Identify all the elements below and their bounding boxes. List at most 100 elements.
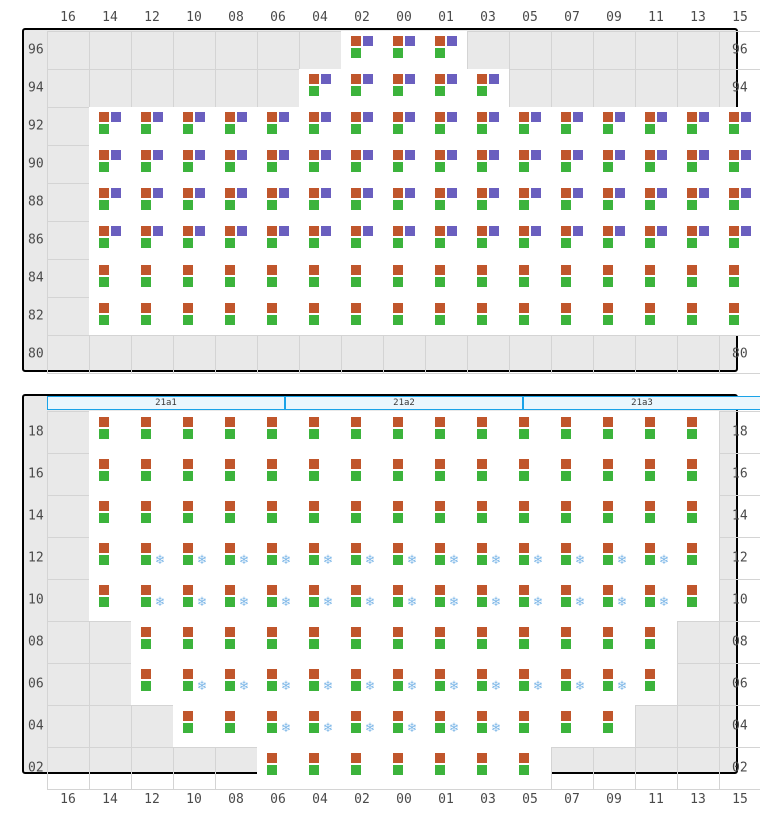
slot-cell[interactable]: ❄ (341, 537, 383, 579)
slot-cell[interactable] (299, 107, 341, 145)
slot-cell[interactable] (341, 495, 383, 537)
slot-cell[interactable] (467, 297, 509, 335)
slot-cell[interactable]: ❄ (425, 537, 467, 579)
slot-cell[interactable] (467, 69, 509, 107)
slot-cell[interactable] (89, 297, 131, 335)
slot-cell[interactable] (719, 145, 760, 183)
slot-cell[interactable]: ❄ (425, 663, 467, 705)
slot-cell[interactable] (131, 221, 173, 259)
slot-cell[interactable] (215, 145, 257, 183)
slot-cell[interactable]: ❄ (551, 663, 593, 705)
slot-cell[interactable] (635, 663, 677, 705)
slot-cell[interactable] (383, 297, 425, 335)
slot-cell[interactable] (341, 107, 383, 145)
slot-cell[interactable] (551, 183, 593, 221)
slot-cell[interactable] (341, 69, 383, 107)
slot-cell[interactable] (509, 621, 551, 663)
slot-cell[interactable] (257, 145, 299, 183)
slot-cell[interactable] (551, 145, 593, 183)
slot-cell[interactable] (635, 495, 677, 537)
slot-cell[interactable] (551, 621, 593, 663)
slot-cell[interactable] (173, 495, 215, 537)
slot-cell[interactable]: ❄ (341, 663, 383, 705)
slot-cell[interactable] (509, 705, 551, 747)
slot-cell[interactable] (467, 411, 509, 453)
slot-cell[interactable] (425, 621, 467, 663)
slot-cell[interactable]: ❄ (593, 537, 635, 579)
slot-cell[interactable] (215, 259, 257, 297)
slot-cell[interactable] (341, 297, 383, 335)
slot-cell[interactable] (173, 145, 215, 183)
slot-cell[interactable] (131, 259, 173, 297)
slot-cell[interactable] (257, 221, 299, 259)
slot-cell[interactable] (299, 621, 341, 663)
slot-cell[interactable]: ❄ (635, 537, 677, 579)
slot-cell[interactable] (173, 411, 215, 453)
slot-cell[interactable]: ❄ (383, 705, 425, 747)
slot-cell[interactable] (173, 705, 215, 747)
slot-cell[interactable] (341, 183, 383, 221)
slot-cell[interactable]: ❄ (635, 579, 677, 621)
slot-cell[interactable] (467, 621, 509, 663)
slot-cell[interactable] (89, 221, 131, 259)
slot-cell[interactable] (635, 259, 677, 297)
slot-cell[interactable] (131, 495, 173, 537)
slot-cell[interactable] (215, 453, 257, 495)
slot-cell[interactable] (383, 31, 425, 69)
slot-cell[interactable] (383, 411, 425, 453)
slot-cell[interactable] (635, 411, 677, 453)
slot-cell[interactable] (89, 411, 131, 453)
slot-cell[interactable] (635, 183, 677, 221)
slot-cell[interactable]: ❄ (425, 705, 467, 747)
slot-cell[interactable] (299, 747, 341, 789)
slot-cell[interactable]: ❄ (257, 579, 299, 621)
slot-cell[interactable] (131, 107, 173, 145)
slot-cell[interactable] (383, 69, 425, 107)
slot-cell[interactable]: ❄ (509, 537, 551, 579)
slot-cell[interactable]: ❄ (593, 579, 635, 621)
slot-cell[interactable] (551, 495, 593, 537)
slot-cell[interactable] (425, 107, 467, 145)
slot-cell[interactable] (677, 453, 719, 495)
slot-cell[interactable]: ❄ (299, 663, 341, 705)
slot-cell[interactable]: ❄ (173, 537, 215, 579)
slot-cell[interactable] (677, 107, 719, 145)
slot-cell[interactable] (173, 453, 215, 495)
slot-cell[interactable]: ❄ (467, 579, 509, 621)
slot-cell[interactable] (299, 221, 341, 259)
slot-cell[interactable] (467, 259, 509, 297)
slot-cell[interactable] (257, 297, 299, 335)
slot-cell[interactable] (467, 145, 509, 183)
slot-cell[interactable] (89, 453, 131, 495)
slot-cell[interactable] (593, 705, 635, 747)
slot-cell[interactable] (173, 297, 215, 335)
slot-cell[interactable] (593, 621, 635, 663)
slot-cell[interactable] (89, 495, 131, 537)
slot-cell[interactable] (635, 107, 677, 145)
slot-cell[interactable] (173, 107, 215, 145)
slot-cell[interactable] (593, 107, 635, 145)
slot-cell[interactable] (383, 221, 425, 259)
slot-cell[interactable] (551, 297, 593, 335)
slot-cell[interactable] (719, 183, 760, 221)
slot-cell[interactable] (131, 663, 173, 705)
slot-cell[interactable]: ❄ (215, 537, 257, 579)
slot-cell[interactable] (383, 747, 425, 789)
slot-cell[interactable] (425, 145, 467, 183)
slot-cell[interactable] (341, 411, 383, 453)
slot-cell[interactable] (215, 183, 257, 221)
slot-cell[interactable] (341, 621, 383, 663)
slot-cell[interactable] (131, 411, 173, 453)
slot-cell[interactable] (509, 107, 551, 145)
slot-cell[interactable] (89, 107, 131, 145)
slot-cell[interactable] (593, 183, 635, 221)
slot-cell[interactable]: ❄ (173, 579, 215, 621)
slot-cell[interactable] (299, 297, 341, 335)
slot-cell[interactable] (425, 453, 467, 495)
slot-cell[interactable]: ❄ (173, 663, 215, 705)
slot-cell[interactable]: ❄ (341, 579, 383, 621)
slot-cell[interactable] (257, 453, 299, 495)
slot-cell[interactable] (341, 31, 383, 69)
slot-cell[interactable]: ❄ (257, 663, 299, 705)
slot-cell[interactable] (467, 495, 509, 537)
